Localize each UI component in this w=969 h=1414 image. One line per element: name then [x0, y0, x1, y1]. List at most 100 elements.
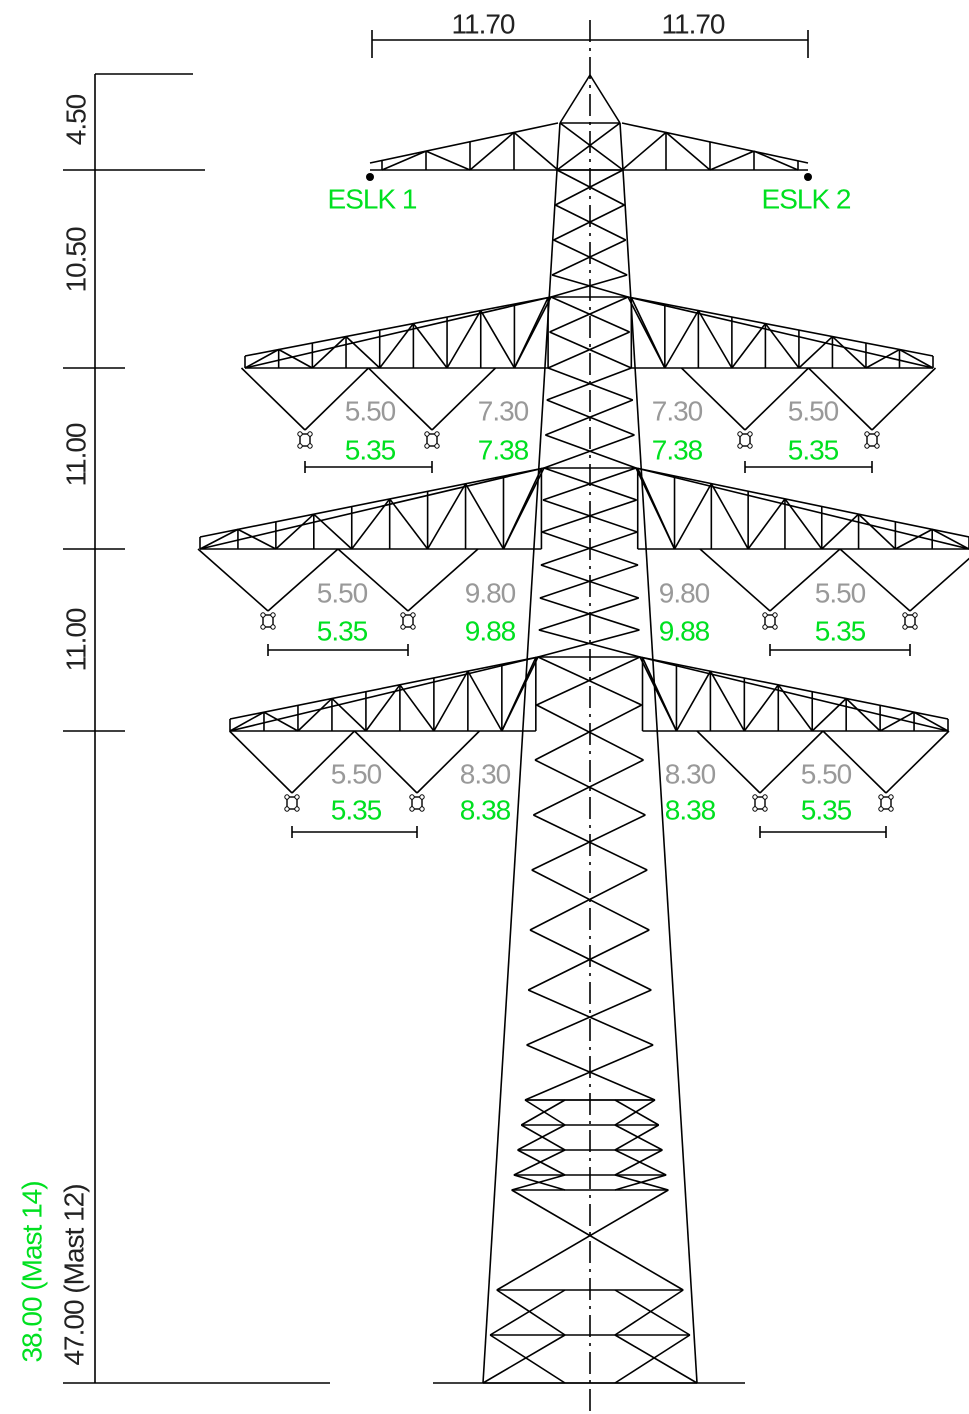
insulator-ring: [879, 807, 883, 811]
height-dimension: 10.50: [60, 227, 91, 292]
insulator-ring: [738, 432, 742, 436]
insulator-ring: [420, 795, 424, 799]
phase-spacing-new: 5.35: [345, 434, 396, 465]
phase-spacing-old: 5.50: [345, 395, 396, 426]
phase-spacing-old: 5.50: [815, 577, 866, 608]
tower-member: [640, 657, 948, 731]
top-dimension: 11.70: [452, 8, 515, 39]
insulator-ring: [913, 613, 917, 617]
tower-member: [622, 132, 666, 170]
tower-member: [512, 1190, 684, 1290]
tower-member: [242, 368, 306, 430]
tower-member: [382, 151, 426, 170]
insulator-ring: [411, 625, 415, 629]
earth-wire-clamp: [804, 173, 812, 181]
tower-member: [352, 499, 390, 549]
tower-member: [332, 698, 366, 731]
insulator-ring: [903, 613, 907, 617]
insulator-ring: [773, 613, 777, 617]
insulator-ring: [271, 625, 275, 629]
tower-member: [200, 529, 238, 549]
phase-spacing-old: 7.30: [652, 395, 703, 426]
earth-wire-clamp: [366, 173, 374, 181]
insulator-ring: [261, 625, 265, 629]
tower-member: [502, 657, 538, 731]
insulator-ring: [271, 613, 275, 617]
insulator-ring: [411, 613, 415, 617]
total-height: 47.00 (Mast 12): [58, 1184, 89, 1365]
insulator-ring: [889, 807, 893, 811]
tower-member: [481, 311, 515, 368]
tower-member: [628, 297, 933, 356]
insulator-ring: [865, 444, 869, 448]
insulator-ring: [748, 444, 752, 448]
top-dimension: 11.70: [662, 8, 725, 39]
tower-member: [622, 123, 808, 163]
phase-spacing-old: 9.80: [465, 577, 516, 608]
tower-member: [426, 151, 470, 170]
tower-member: [497, 1190, 669, 1290]
insulator-ring: [763, 625, 767, 629]
insulator-ring: [401, 625, 405, 629]
insulator-ring: [875, 444, 879, 448]
tower-member: [636, 468, 969, 537]
tower-member: [560, 75, 590, 123]
phase-spacing-old: 5.50: [317, 577, 368, 608]
insulator-ring: [425, 432, 429, 436]
phase-spacing-old: 8.30: [665, 758, 716, 789]
tower-member: [245, 297, 551, 356]
tower-member: [200, 468, 544, 537]
phase-spacing-new: 5.35: [317, 615, 368, 646]
tower-member: [778, 685, 812, 731]
insulator-ring: [763, 613, 767, 617]
insulator-ring: [261, 613, 265, 617]
tower-member: [198, 549, 268, 611]
tower-member: [557, 123, 560, 170]
insulator-ring: [889, 795, 893, 799]
tower-member: [230, 657, 538, 719]
insulator-ring: [410, 807, 414, 811]
phase-spacing-new: 5.35: [801, 794, 852, 825]
tower-member: [700, 549, 770, 611]
insulator-ring: [308, 432, 312, 436]
insulator-ring: [410, 795, 414, 799]
tower-member: [636, 468, 675, 549]
total-height: 38.00 (Mast 14): [16, 1181, 47, 1362]
tower-member: [932, 529, 969, 549]
phase-spacing-new: 7.38: [652, 434, 703, 465]
phase-spacing-new: 5.35: [815, 615, 866, 646]
tower-member: [872, 368, 936, 430]
insulator-ring: [285, 807, 289, 811]
tower-member: [675, 484, 712, 549]
tower-member: [245, 297, 551, 368]
insulator-ring: [748, 432, 752, 436]
tower-member: [812, 699, 846, 731]
insulator-ring: [903, 625, 907, 629]
insulator-ring: [308, 444, 312, 448]
insulator-ring: [401, 613, 405, 617]
tower-member: [846, 699, 880, 731]
tower-member: [732, 324, 766, 368]
tower-member: [676, 671, 710, 731]
insulator-ring: [875, 432, 879, 436]
insulator-ring: [295, 807, 299, 811]
tower-member: [859, 514, 896, 549]
tower-member: [886, 731, 949, 793]
phase-spacing-new: 8.38: [460, 794, 511, 825]
phase-spacing-old: 5.50: [331, 758, 382, 789]
insulator-ring: [773, 625, 777, 629]
tower-member: [785, 499, 822, 549]
insulator-ring: [763, 807, 767, 811]
insulator-ring: [420, 807, 424, 811]
tower-member: [640, 657, 676, 731]
phase-spacing-new: 8.38: [665, 794, 716, 825]
phase-spacing-old: 9.80: [659, 577, 710, 608]
tower-member: [503, 468, 544, 549]
tower-member: [366, 685, 400, 731]
insulator-ring: [913, 625, 917, 629]
tower-member: [400, 685, 434, 731]
phase-spacing-old: 5.50: [801, 758, 852, 789]
tower-member: [628, 297, 933, 368]
tower-member: [754, 151, 798, 170]
insulator-ring: [295, 795, 299, 799]
